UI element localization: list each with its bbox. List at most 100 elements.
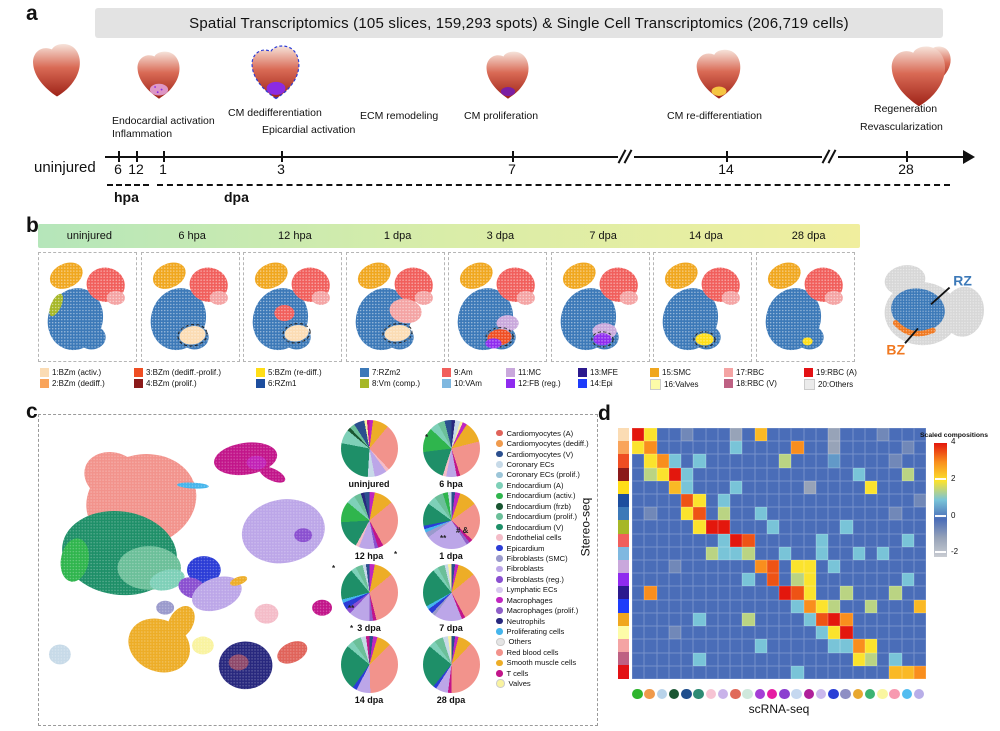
heatmap-cell <box>889 652 902 666</box>
heatmap-cell <box>840 639 853 653</box>
heatmap-cell <box>742 639 755 653</box>
heatmap-cell <box>913 599 926 613</box>
celltype-legend-item: Fibroblasts (reg.) <box>496 574 589 584</box>
legend-label: 8:Vm (comp.) <box>372 379 421 388</box>
timeline-tick <box>726 151 728 162</box>
legend-item: 6:RZm1 <box>256 379 360 388</box>
heatmap-cell <box>681 573 694 587</box>
celltype-dot <box>496 461 503 468</box>
heatmap-cell <box>889 494 902 508</box>
legend-label: 2:BZm (dediff.) <box>52 379 105 388</box>
heatmap-cell <box>913 626 926 640</box>
celltype-legend-item: Epicardium <box>496 543 589 553</box>
heart-icon <box>891 46 951 107</box>
heatmap-cell <box>717 612 730 627</box>
heatmap-cell <box>840 454 853 468</box>
stereo-cluster-swatch <box>618 559 629 574</box>
heatmap-cell <box>815 599 828 613</box>
heatmap-cell <box>632 480 645 495</box>
heatmap-cell <box>766 639 779 653</box>
heatmap-cell <box>668 626 681 640</box>
heatmap-cell <box>852 507 865 521</box>
heatmap-cell <box>717 507 730 521</box>
heatmap-cell <box>779 586 792 600</box>
pie-annotation: * <box>332 564 336 573</box>
celltype-dot <box>496 670 503 677</box>
heatmap-cell <box>705 546 718 561</box>
heatmap-cell <box>913 586 926 600</box>
legend-group: 15:SMC 16:Valves <box>650 368 724 390</box>
heatmap-cell <box>705 626 718 640</box>
pie-14dpa: 14 dpa <box>334 636 404 705</box>
dpa-range-line <box>157 184 950 186</box>
heatmap-cell <box>632 652 645 666</box>
heatmap-cell <box>803 480 816 495</box>
pie-label: uninjured <box>348 479 390 489</box>
spatial-map-1dpa <box>345 252 445 362</box>
stage-label: ECM remodeling <box>360 110 439 122</box>
celltype-label: Endocardium (prolif.) <box>506 512 577 522</box>
colorbar-tick-mark <box>935 478 946 480</box>
celltype-legend-item: Endocardium (prolif.) <box>496 512 589 522</box>
heatmap-cell <box>766 467 779 481</box>
celltype-label: Neutrophils <box>506 616 545 626</box>
celltype-legend-item: Proliferating cells <box>496 626 589 636</box>
heatmap-cell <box>803 428 816 442</box>
celltype-legend-item: Macrophages <box>496 595 589 605</box>
pie-annotation: * <box>350 624 354 633</box>
heatmap-cell <box>742 626 755 640</box>
colorbar-tick-mark <box>935 515 946 517</box>
timepoint-label: 12 hpa <box>278 230 312 242</box>
heatmap-cell <box>717 441 730 455</box>
legend-label: 16:Valves <box>664 380 699 389</box>
heatmap-cell <box>901 626 914 640</box>
heatmap-cell <box>803 612 816 627</box>
celltype-legend-item: Neutrophils <box>496 616 589 626</box>
heatmap-cell <box>791 626 804 640</box>
timeline-start-label: uninjured <box>34 159 96 176</box>
heatmap-cell <box>754 573 767 587</box>
heatmap-cell <box>656 454 669 468</box>
timeline-tick <box>281 151 283 162</box>
heart-icon <box>251 45 300 100</box>
heatmap-cell <box>754 533 767 547</box>
heatmap-cell <box>742 441 755 455</box>
heatmap-cell <box>901 428 914 442</box>
legend-label: 15:SMC <box>662 368 691 377</box>
heatmap-cell <box>668 428 681 442</box>
heatmap-cell <box>779 573 792 587</box>
pie-label: 6 hpa <box>439 479 463 489</box>
heatmap-cell <box>828 520 841 534</box>
heatmap-cell <box>815 652 828 666</box>
celltype-legend-item: Coronary ECs <box>496 459 589 469</box>
legend-label: 7:RZm2 <box>372 368 401 377</box>
timeline-tick-label: 12 <box>128 161 144 177</box>
heatmap-cell <box>779 560 792 574</box>
scrna-celltype-dot <box>779 688 790 699</box>
heatmap-cell <box>779 520 792 534</box>
heatmap-cell <box>693 480 706 495</box>
heatmap-cell <box>730 652 743 666</box>
heatmap-cell <box>644 467 657 481</box>
heatmap-cell <box>705 428 718 442</box>
heatmap-cell <box>889 639 902 653</box>
heatmap-cell <box>754 639 767 653</box>
stereo-cluster-swatch <box>618 546 629 560</box>
heatmap-cell <box>730 467 743 481</box>
celltype-dot <box>496 637 505 647</box>
legend-group: 17:RBC 18:RBC (V) <box>724 368 804 390</box>
heatmap-cell <box>913 494 926 508</box>
pie-annotation: ** <box>440 534 447 543</box>
heatmap-cell <box>705 599 718 613</box>
heatmap-cell <box>889 533 902 547</box>
heatmap-cell <box>791 494 804 508</box>
heatmap-cell <box>754 494 767 508</box>
scrna-celltype-dot <box>730 688 741 699</box>
heatmap-cell <box>705 639 718 653</box>
colorbar-title: Scaled compositions <box>920 432 988 439</box>
heatmap-cell <box>901 652 914 666</box>
pie-chart <box>422 564 480 621</box>
heatmap-cell <box>693 599 706 613</box>
scrna-celltype-dot <box>717 688 729 699</box>
celltype-legend-item: Endocardium (frzb) <box>496 501 589 511</box>
